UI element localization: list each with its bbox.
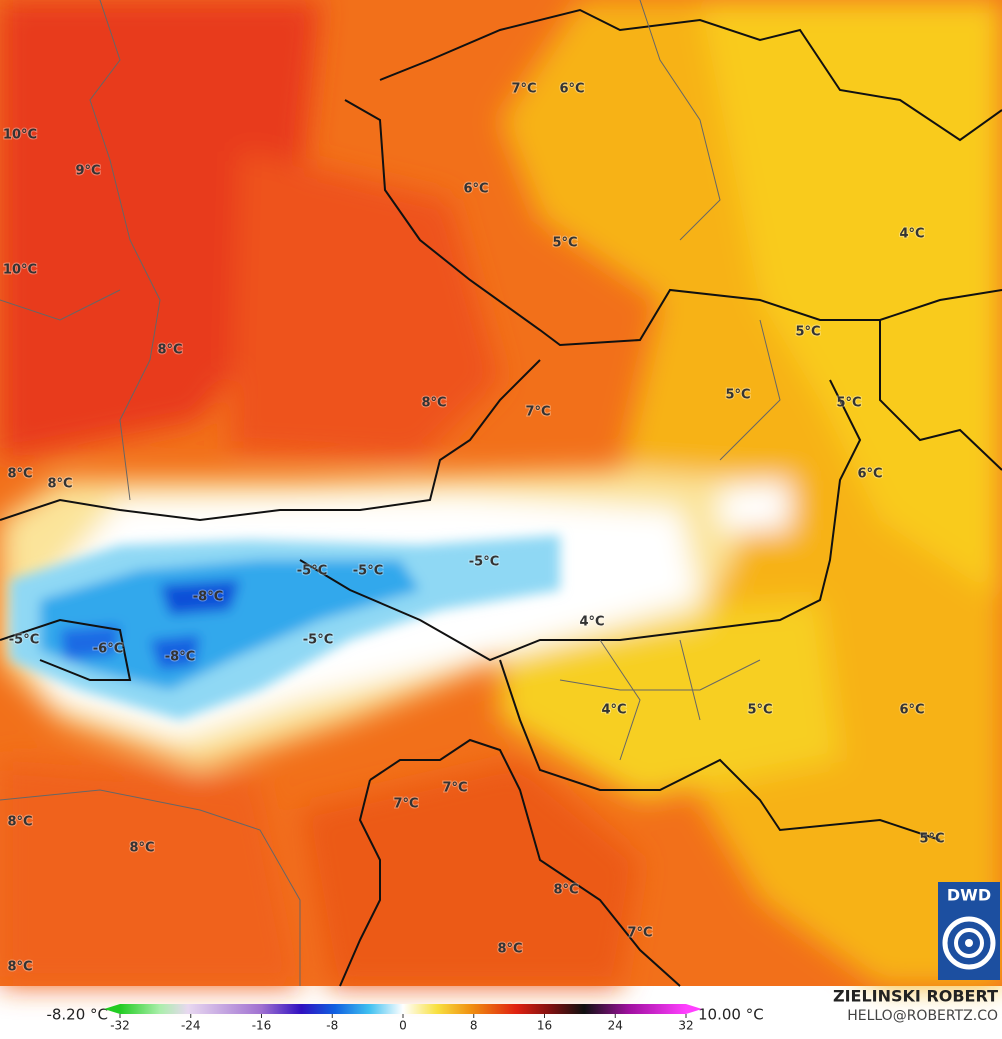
- temp-label: 5°C: [552, 236, 577, 251]
- temp-label: 8°C: [7, 815, 32, 830]
- colorbar: [120, 1004, 686, 1014]
- temp-label: 8°C: [47, 477, 72, 492]
- temp-label: 9°C: [75, 164, 100, 179]
- email: HELLO@ROBERTZ.CO: [847, 1008, 998, 1024]
- author: ZIELINSKI ROBERT: [833, 987, 998, 1006]
- colorbar-tick-label: -32: [110, 1019, 130, 1033]
- temp-label: -8°C: [165, 650, 195, 665]
- temp-label: 8°C: [157, 343, 182, 358]
- colorbar-tick-label: 24: [608, 1019, 623, 1033]
- temp-label: 5°C: [919, 832, 944, 847]
- temp-label: 5°C: [725, 388, 750, 403]
- temp-label: 7°C: [525, 405, 550, 420]
- colorbar-tick-label: -24: [181, 1019, 201, 1033]
- temp-label: 6°C: [899, 703, 924, 718]
- temp-label: 6°C: [463, 182, 488, 197]
- temp-label: 8°C: [553, 883, 578, 898]
- borders: [0, 8, 1002, 987]
- temp-label: 8°C: [129, 841, 154, 856]
- logo-text: DWD: [947, 886, 991, 905]
- colorbar-tick-label: 32: [678, 1019, 693, 1033]
- temp-label: 8°C: [497, 942, 522, 957]
- colorbar-tick-label: -8: [326, 1019, 338, 1033]
- temp-label: 8°C: [7, 467, 32, 482]
- colorbar-tick-label: 16: [537, 1019, 552, 1033]
- temp-label: 4°C: [899, 227, 924, 242]
- temp-label: -5°C: [9, 633, 39, 648]
- temp-label: 6°C: [857, 467, 882, 482]
- temp-label: 7°C: [393, 797, 418, 812]
- temp-label: -5°C: [297, 564, 327, 579]
- colorbar-min: -8.20 °C: [46, 1006, 108, 1024]
- temp-label: -5°C: [303, 633, 333, 648]
- temp-label: -5°C: [469, 555, 499, 570]
- temp-label: 7°C: [627, 926, 652, 941]
- regions: [0, 0, 781, 986]
- colorbar-end: [686, 1004, 702, 1014]
- temp-label: -5°C: [353, 564, 383, 579]
- temperature-labels: 10°C 9°C 10°C 8°C 8°C 8°C 7°C 6°C 6°C 5°C 4°C 5°C 8°…: [2, 81, 946, 976]
- temp-label: -8°C: [193, 590, 223, 605]
- colorbar-end: [104, 1004, 120, 1014]
- temp-label: 5°C: [747, 703, 772, 718]
- temp-label: 7°C: [511, 82, 536, 97]
- colorbar-tick-label: -16: [252, 1019, 272, 1033]
- temp-label: 10°C: [3, 263, 37, 278]
- temp-label: 8°C: [421, 396, 446, 411]
- temp-label: 10°C: [3, 128, 37, 143]
- temp-label: 5°C: [795, 325, 820, 340]
- temp-label: 8°C: [7, 960, 32, 975]
- colorbar-tick-label: 8: [470, 1019, 478, 1033]
- footer: -8.20 °C 10.00 °C ZIELINSKI ROBERT HELLO…: [46, 987, 998, 1033]
- temp-label: 5°C: [836, 396, 861, 411]
- temp-label: 7°C: [442, 781, 467, 796]
- temp-label: 4°C: [601, 703, 626, 718]
- temp-label: 6°C: [559, 82, 584, 97]
- colorbar-max: 10.00 °C: [698, 1006, 764, 1024]
- temp-label: -6°C: [93, 642, 123, 657]
- temp-label: 4°C: [579, 615, 604, 630]
- map: DWD: [0, 0, 1002, 987]
- colorbar-tick-label: 0: [399, 1019, 407, 1033]
